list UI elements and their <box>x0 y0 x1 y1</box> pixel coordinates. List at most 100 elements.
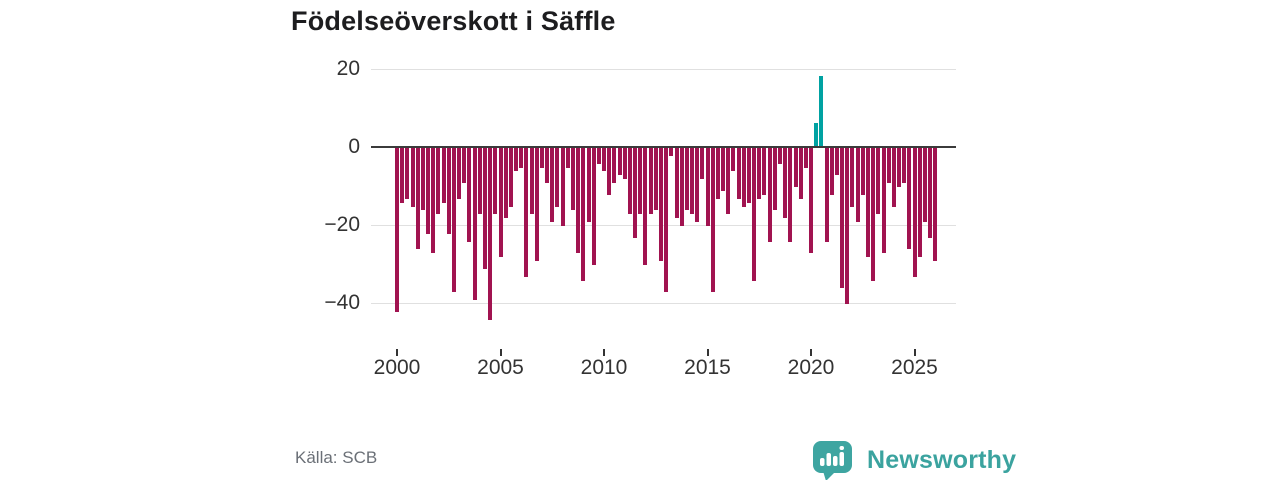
bar-2022-q4 <box>865 148 870 258</box>
chart-title: Födelseöverskott i Säffle <box>291 6 616 36</box>
bar-2013-q1 <box>664 148 669 293</box>
source-text: Källa: SCB <box>295 448 378 467</box>
bar-2007-q4 <box>555 148 560 207</box>
x-axis-label-2000: 2000 <box>373 356 421 379</box>
x-axis-label-2015: 2015 <box>684 356 731 379</box>
bar-2023-q3 <box>881 148 886 254</box>
bar-2003-q2 <box>462 148 467 184</box>
bar-2024-q1 <box>891 148 896 207</box>
bar-2004-q4 <box>493 148 498 215</box>
bar-2018-q1 <box>767 148 772 242</box>
bar-2001-q4 <box>431 148 436 254</box>
bar-2022-q3 <box>860 148 865 195</box>
bar-2010-q2 <box>607 148 612 195</box>
bar-2024-q4 <box>907 148 912 250</box>
bar-2002-q4 <box>451 148 456 293</box>
x-axis-tick-2010 <box>603 349 605 356</box>
bar-2009-q3 <box>591 148 596 265</box>
bar-2021-q2 <box>834 148 839 176</box>
bar-2018-q2 <box>772 148 777 211</box>
bar-2018-q4 <box>783 148 788 219</box>
bar-2003-q1 <box>457 148 462 199</box>
bar-2015-q2 <box>710 148 715 293</box>
bar-2020-q1 <box>809 148 813 254</box>
bar-2004-q3 <box>488 148 493 320</box>
bar-2016-q2 <box>731 148 736 172</box>
x-axis-tick-2015 <box>706 349 709 356</box>
bar-2021-q1 <box>829 148 834 195</box>
bar-2018-q3 <box>778 148 782 164</box>
x-axis-label-2025: 2025 <box>891 356 938 379</box>
bar-2009-q2 <box>586 148 591 223</box>
x-axis-tick-2025 <box>913 349 916 356</box>
bar-2014-q4 <box>700 148 705 180</box>
bar-2015-q4 <box>721 148 725 191</box>
bar-2010-q3 <box>612 148 617 184</box>
bar-2013-q3 <box>674 148 679 219</box>
bar-2005-q4 <box>514 148 518 172</box>
bar-2021-q3 <box>840 148 844 289</box>
bar-2006-q4 <box>534 148 539 262</box>
newsworthy-logo-icon <box>813 441 852 480</box>
bar-2023-q1 <box>871 148 876 281</box>
bar-2010-q1 <box>602 148 606 172</box>
bar-2000-q4 <box>410 148 415 207</box>
bar-2011-q3 <box>633 148 637 238</box>
bar-2023-q2 <box>876 148 881 215</box>
bar-2001-q1 <box>415 148 420 250</box>
bar-2004-q1 <box>477 148 482 215</box>
brand-name: Newsworthy <box>867 446 1017 474</box>
bar-2020-q2 <box>814 122 819 146</box>
bar-2016-q3 <box>736 148 741 199</box>
bar-2001-q3 <box>426 148 431 234</box>
bar-2019-q1 <box>788 148 793 242</box>
bar-2019-q3 <box>798 148 803 199</box>
bar-2021-q4 <box>845 148 850 304</box>
bar-2000-q1 <box>395 148 399 312</box>
bar-2020-q4 <box>824 148 829 242</box>
bar-2020-q3 <box>819 75 824 146</box>
bar-2014-q2 <box>690 148 694 215</box>
bar-2008-q3 <box>571 148 575 211</box>
bar-2003-q4 <box>472 148 477 301</box>
bar-2005-q3 <box>508 148 513 207</box>
x-axis-tick-2005 <box>499 349 502 356</box>
grid-line-20 <box>371 69 956 70</box>
bar-2000-q3 <box>405 148 410 199</box>
bar-2008-q2 <box>565 148 570 168</box>
y-axis-label-20: 20 <box>336 57 360 80</box>
bar-2019-q4 <box>803 148 808 168</box>
bar-2025-q3 <box>922 148 927 223</box>
x-axis-tick-2020 <box>810 349 812 356</box>
bar-2024-q3 <box>902 148 907 184</box>
bar-2022-q2 <box>855 148 860 223</box>
bar-2024-q2 <box>897 148 901 187</box>
bar-2017-q2 <box>752 148 757 281</box>
bar-2025-q2 <box>917 148 922 258</box>
bar-2016-q4 <box>741 148 746 207</box>
bar-2012-q2 <box>648 148 653 215</box>
bar-2003-q3 <box>467 148 472 242</box>
bar-2007-q3 <box>550 148 555 223</box>
x-axis-label-2005: 2005 <box>477 356 524 379</box>
bar-2012-q1 <box>643 148 648 265</box>
bar-2019-q2 <box>793 148 798 187</box>
bar-2012-q4 <box>658 148 663 262</box>
bar-2015-q1 <box>705 148 710 226</box>
bar-2002-q2 <box>441 148 446 203</box>
bar-2025-q1 <box>912 148 917 277</box>
x-axis-label-2010: 2010 <box>580 356 628 379</box>
zero-axis-line <box>371 146 956 148</box>
bar-2002-q3 <box>446 148 451 234</box>
y-axis-label-0: 0 <box>348 135 360 158</box>
bar-2006-q2 <box>524 148 529 277</box>
bar-2006-q3 <box>529 148 534 215</box>
bar-2011-q4 <box>638 148 643 215</box>
bar-2005-q1 <box>498 148 503 258</box>
bar-2026-q1 <box>933 148 938 262</box>
bar-2015-q3 <box>715 148 720 199</box>
y-axis-label--40: −40 <box>324 291 360 314</box>
bar-2004-q2 <box>483 148 487 269</box>
bar-2022-q1 <box>850 148 855 207</box>
